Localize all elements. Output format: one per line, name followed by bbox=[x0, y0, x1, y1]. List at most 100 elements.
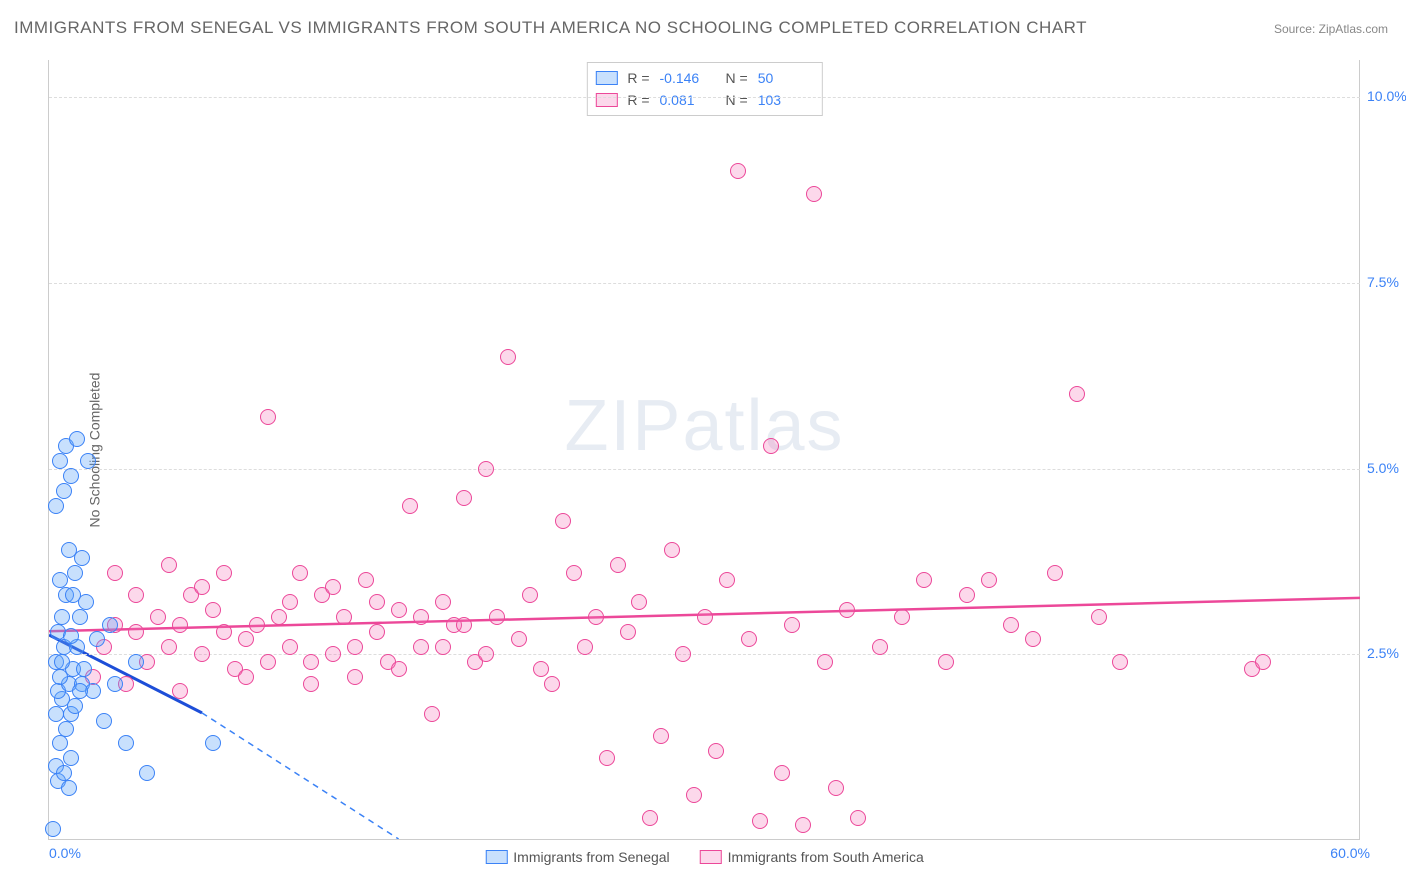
data-point-south-america bbox=[850, 810, 866, 826]
data-point-senegal bbox=[63, 628, 79, 644]
data-point-south-america bbox=[424, 706, 440, 722]
data-point-south-america bbox=[347, 669, 363, 685]
legend-swatch-senegal bbox=[595, 71, 617, 85]
source-value: ZipAtlas.com bbox=[1319, 22, 1388, 36]
data-point-south-america bbox=[610, 557, 626, 573]
data-point-south-america bbox=[402, 498, 418, 514]
data-point-senegal bbox=[128, 654, 144, 670]
data-point-south-america bbox=[708, 743, 724, 759]
data-point-south-america bbox=[511, 631, 527, 647]
stats-legend-box: R = -0.146 N = 50 R = 0.081 N = 103 bbox=[586, 62, 822, 116]
data-point-south-america bbox=[478, 646, 494, 662]
data-point-senegal bbox=[74, 550, 90, 566]
n-value-1: 50 bbox=[758, 67, 814, 89]
data-point-senegal bbox=[72, 609, 88, 625]
chart-title: IMMIGRANTS FROM SENEGAL VS IMMIGRANTS FR… bbox=[14, 18, 1087, 38]
watermark: ZIPatlas bbox=[564, 385, 844, 467]
legend-label-senegal: Immigrants from Senegal bbox=[513, 849, 669, 865]
data-point-senegal bbox=[72, 683, 88, 699]
data-point-south-america bbox=[752, 813, 768, 829]
plot-area: No Schooling Completed ZIPatlas R = -0.1… bbox=[48, 60, 1360, 840]
grid-line bbox=[49, 97, 1360, 98]
source-label: Source: bbox=[1274, 22, 1315, 36]
data-point-south-america bbox=[369, 594, 385, 610]
data-point-south-america bbox=[435, 594, 451, 610]
data-point-senegal bbox=[139, 765, 155, 781]
data-point-senegal bbox=[61, 780, 77, 796]
legend-item-senegal: Immigrants from Senegal bbox=[485, 849, 669, 865]
data-point-south-america bbox=[489, 609, 505, 625]
data-point-south-america bbox=[763, 438, 779, 454]
data-point-south-america bbox=[631, 594, 647, 610]
data-point-south-america bbox=[1091, 609, 1107, 625]
data-point-senegal bbox=[58, 721, 74, 737]
data-point-south-america bbox=[282, 594, 298, 610]
data-point-south-america bbox=[686, 787, 702, 803]
data-point-south-america bbox=[522, 587, 538, 603]
data-point-senegal bbox=[67, 698, 83, 714]
data-point-senegal bbox=[48, 498, 64, 514]
data-point-senegal bbox=[205, 735, 221, 751]
data-point-senegal bbox=[80, 453, 96, 469]
data-point-south-america bbox=[260, 409, 276, 425]
data-point-south-america bbox=[107, 565, 123, 581]
data-point-south-america bbox=[271, 609, 287, 625]
data-point-senegal bbox=[118, 735, 134, 751]
data-point-south-america bbox=[894, 609, 910, 625]
data-point-south-america bbox=[1069, 386, 1085, 402]
legend-swatch-south-america bbox=[700, 850, 722, 864]
legend-swatch-senegal bbox=[485, 850, 507, 864]
data-point-south-america bbox=[697, 609, 713, 625]
data-point-south-america bbox=[664, 542, 680, 558]
r-label: R = bbox=[627, 89, 649, 111]
data-point-south-america bbox=[456, 617, 472, 633]
data-point-south-america bbox=[413, 639, 429, 655]
data-point-south-america bbox=[216, 565, 232, 581]
data-point-south-america bbox=[741, 631, 757, 647]
data-point-south-america bbox=[599, 750, 615, 766]
data-point-south-america bbox=[325, 579, 341, 595]
data-point-south-america bbox=[1025, 631, 1041, 647]
n-label: N = bbox=[726, 67, 748, 89]
data-point-senegal bbox=[102, 617, 118, 633]
data-point-south-america bbox=[566, 565, 582, 581]
data-point-south-america bbox=[238, 631, 254, 647]
data-point-south-america bbox=[128, 587, 144, 603]
data-point-south-america bbox=[478, 461, 494, 477]
data-point-south-america bbox=[435, 639, 451, 655]
data-point-senegal bbox=[52, 453, 68, 469]
data-point-south-america bbox=[172, 683, 188, 699]
data-point-south-america bbox=[391, 661, 407, 677]
data-point-south-america bbox=[347, 639, 363, 655]
x-axis-min-label: 0.0% bbox=[49, 845, 81, 861]
data-point-south-america bbox=[456, 490, 472, 506]
data-point-south-america bbox=[938, 654, 954, 670]
data-point-senegal bbox=[54, 609, 70, 625]
data-point-south-america bbox=[128, 624, 144, 640]
data-point-south-america bbox=[872, 639, 888, 655]
data-point-south-america bbox=[260, 654, 276, 670]
data-point-south-america bbox=[806, 186, 822, 202]
data-point-senegal bbox=[63, 468, 79, 484]
chart-container: IMMIGRANTS FROM SENEGAL VS IMMIGRANTS FR… bbox=[0, 0, 1406, 892]
data-point-south-america bbox=[817, 654, 833, 670]
data-point-south-america bbox=[161, 639, 177, 655]
data-point-south-america bbox=[784, 617, 800, 633]
n-label: N = bbox=[726, 89, 748, 111]
data-point-south-america bbox=[577, 639, 593, 655]
r-value-1: -0.146 bbox=[660, 67, 716, 89]
data-point-south-america bbox=[959, 587, 975, 603]
data-point-senegal bbox=[63, 750, 79, 766]
stats-row-1: R = -0.146 N = 50 bbox=[595, 67, 813, 89]
y-axis-right-border bbox=[1359, 60, 1360, 839]
data-point-south-america bbox=[216, 624, 232, 640]
data-point-south-america bbox=[774, 765, 790, 781]
data-point-south-america bbox=[1003, 617, 1019, 633]
legend-item-south-america: Immigrants from South America bbox=[700, 849, 924, 865]
data-point-senegal bbox=[76, 661, 92, 677]
y-tick-label: 2.5% bbox=[1367, 645, 1406, 661]
data-point-senegal bbox=[69, 431, 85, 447]
data-point-south-america bbox=[795, 817, 811, 833]
y-tick-label: 7.5% bbox=[1367, 274, 1406, 290]
data-point-senegal bbox=[96, 713, 112, 729]
